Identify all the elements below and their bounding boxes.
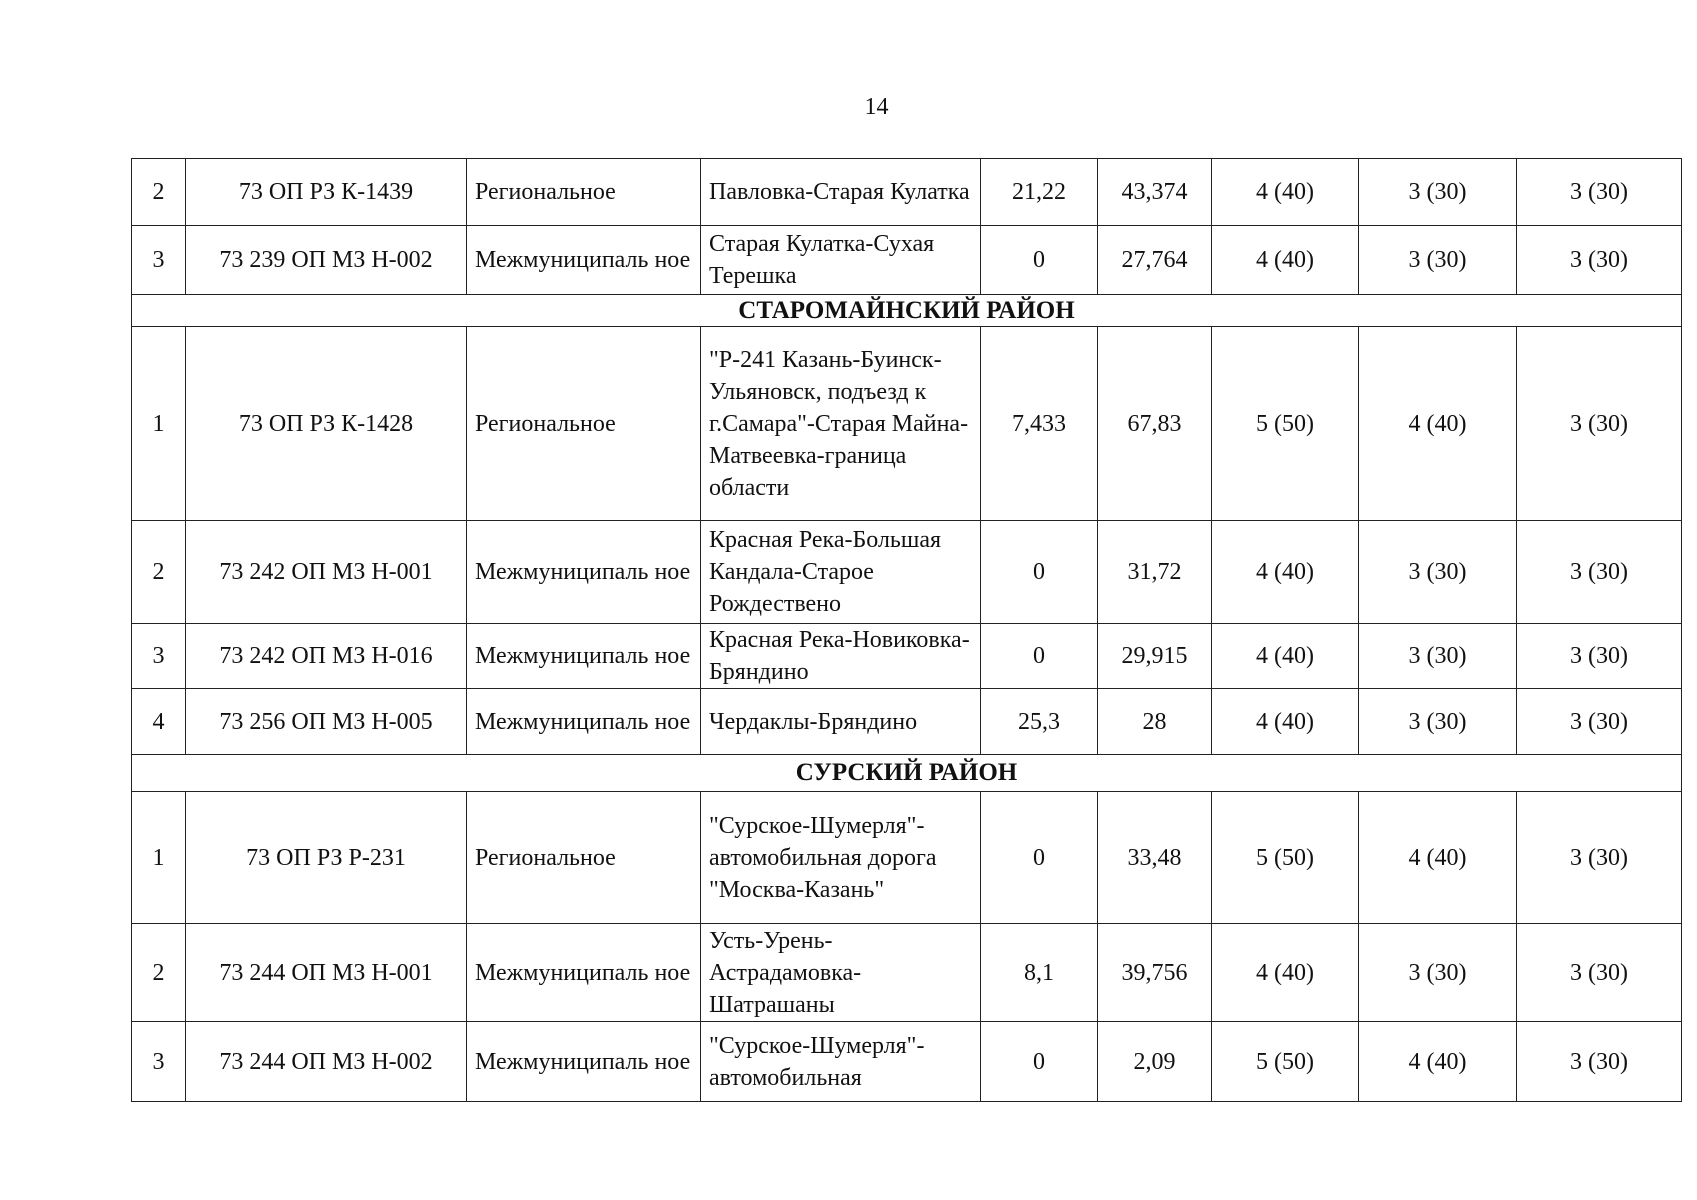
value-2-cell: 29,915 <box>1097 623 1212 689</box>
value-4-cell: 3 (30) <box>1358 923 1517 1022</box>
road-significance-cell: Межмуниципаль ное <box>466 1021 701 1102</box>
value-2-cell: 27,764 <box>1097 225 1212 295</box>
value-5-cell: 3 (30) <box>1516 688 1682 755</box>
row-number-cell: 2 <box>131 923 186 1022</box>
section-header-row: СТАРОМАЙНСКИЙ РАЙОН <box>131 294 1682 327</box>
value-1-cell: 25,3 <box>980 688 1098 755</box>
value-3-cell: 5 (50) <box>1211 791 1359 924</box>
section-title: СТАРОМАЙНСКИЙ РАЙОН <box>131 294 1682 327</box>
road-name-cell: "Р-241 Казань-Буинск-Ульяновск, подъезд … <box>700 326 981 521</box>
road-significance-cell: Межмуниципаль ное <box>466 623 701 689</box>
road-code-cell: 73 242 ОП МЗ Н-001 <box>185 520 467 624</box>
road-significance-cell: Региональное <box>466 326 701 521</box>
value-3-cell: 4 (40) <box>1211 158 1359 226</box>
table-row: 1 73 ОП РЗ К-1428 Региональное "Р-241 Казан… <box>131 326 1682 521</box>
value-4-cell: 3 (30) <box>1358 688 1517 755</box>
row-number-cell: 2 <box>131 158 186 226</box>
value-5-cell: 3 (30) <box>1516 158 1682 226</box>
road-significance-cell: Межмуниципаль ное <box>466 923 701 1022</box>
road-code-cell: 73 242 ОП МЗ Н-016 <box>185 623 467 689</box>
value-4-cell: 3 (30) <box>1358 520 1517 624</box>
road-code-cell: 73 ОП РЗ Р-231 <box>185 791 467 924</box>
road-name-cell: Чердаклы-Бряндино <box>700 688 981 755</box>
value-1-cell: 21,22 <box>980 158 1098 226</box>
value-5-cell: 3 (30) <box>1516 923 1682 1022</box>
table-row: 3 73 244 ОП МЗ Н-002 Межмуниципаль ное "Сур… <box>131 1021 1682 1102</box>
section-title: СУРСКИЙ РАЙОН <box>131 754 1682 792</box>
value-1-cell: 0 <box>980 623 1098 689</box>
table-row: 1 73 ОП РЗ Р-231 Региональное "Сурское-Шуме… <box>131 791 1682 924</box>
value-3-cell: 5 (50) <box>1211 1021 1359 1102</box>
road-significance-cell: Региональное <box>466 158 701 226</box>
value-1-cell: 0 <box>980 520 1098 624</box>
value-2-cell: 33,48 <box>1097 791 1212 924</box>
road-significance-cell: Межмуниципаль ное <box>466 225 701 295</box>
value-5-cell: 3 (30) <box>1516 1021 1682 1102</box>
row-number-cell: 3 <box>131 1021 186 1102</box>
value-1-cell: 7,433 <box>980 326 1098 521</box>
value-2-cell: 31,72 <box>1097 520 1212 624</box>
road-significance-cell: Региональное <box>466 791 701 924</box>
value-1-cell: 0 <box>980 791 1098 924</box>
row-number-cell: 4 <box>131 688 186 755</box>
value-5-cell: 3 (30) <box>1516 225 1682 295</box>
value-2-cell: 67,83 <box>1097 326 1212 521</box>
road-name-cell: "Сурское-Шумерля"-автомобильная <box>700 1021 981 1102</box>
road-name-cell: "Сурское-Шумерля"-автомобильная дорога "… <box>700 791 981 924</box>
table-row: 2 73 242 ОП МЗ Н-001 Межмуниципаль ное Крас… <box>131 520 1682 624</box>
road-code-cell: 73 ОП РЗ К-1439 <box>185 158 467 226</box>
value-3-cell: 4 (40) <box>1211 623 1359 689</box>
value-2-cell: 28 <box>1097 688 1212 755</box>
table-row: 4 73 256 ОП МЗ Н-005 Межмуниципаль ное Черд… <box>131 688 1682 755</box>
road-code-cell: 73 ОП РЗ К-1428 <box>185 326 467 521</box>
road-code-cell: 73 244 ОП МЗ Н-002 <box>185 1021 467 1102</box>
road-name-cell: Усть-Урень-Астрадамовка-Шатрашаны <box>700 923 981 1022</box>
value-1-cell: 8,1 <box>980 923 1098 1022</box>
value-4-cell: 3 (30) <box>1358 623 1517 689</box>
page-number: 14 <box>864 94 889 120</box>
road-code-cell: 73 256 ОП МЗ Н-005 <box>185 688 467 755</box>
road-name-cell: Красная Река-Новиковка-Бряндино <box>700 623 981 689</box>
row-number-cell: 1 <box>131 326 186 521</box>
value-2-cell: 43,374 <box>1097 158 1212 226</box>
value-3-cell: 4 (40) <box>1211 520 1359 624</box>
value-4-cell: 3 (30) <box>1358 225 1517 295</box>
road-code-cell: 73 239 ОП МЗ Н-002 <box>185 225 467 295</box>
table-row: 3 73 242 ОП МЗ Н-016 Межмуниципаль ное Крас… <box>131 623 1682 689</box>
row-number-cell: 1 <box>131 791 186 924</box>
row-number-cell: 2 <box>131 520 186 624</box>
table-row: 2 73 244 ОП МЗ Н-001 Межмуниципаль ное Усть… <box>131 923 1682 1022</box>
value-4-cell: 4 (40) <box>1358 326 1517 521</box>
table-row: 3 73 239 ОП МЗ Н-002 Межмуниципаль ное Стар… <box>131 225 1682 295</box>
value-5-cell: 3 (30) <box>1516 520 1682 624</box>
section-header-row: СУРСКИЙ РАЙОН <box>131 754 1682 792</box>
value-5-cell: 3 (30) <box>1516 623 1682 689</box>
road-name-cell: Красная Река-Большая Кандала-Старое Рожд… <box>700 520 981 624</box>
value-5-cell: 3 (30) <box>1516 791 1682 924</box>
row-number-cell: 3 <box>131 623 186 689</box>
value-1-cell: 0 <box>980 1021 1098 1102</box>
road-significance-cell: Межмуниципаль ное <box>466 688 701 755</box>
value-4-cell: 4 (40) <box>1358 791 1517 924</box>
road-name-cell: Павловка-Старая Кулатка <box>700 158 981 226</box>
row-number-cell: 3 <box>131 225 186 295</box>
value-3-cell: 4 (40) <box>1211 688 1359 755</box>
value-1-cell: 0 <box>980 225 1098 295</box>
table-row: 2 73 ОП РЗ К-1439 Региональное Павловка-Ста… <box>131 158 1682 226</box>
value-2-cell: 39,756 <box>1097 923 1212 1022</box>
value-5-cell: 3 (30) <box>1516 326 1682 521</box>
value-3-cell: 4 (40) <box>1211 923 1359 1022</box>
value-4-cell: 4 (40) <box>1358 1021 1517 1102</box>
road-code-cell: 73 244 ОП МЗ Н-001 <box>185 923 467 1022</box>
roads-table: 2 73 ОП РЗ К-1439 Региональное Павловка-Ста… <box>131 158 1682 1102</box>
road-significance-cell: Межмуниципаль ное <box>466 520 701 624</box>
road-name-cell: Старая Кулатка-Сухая Терешка <box>700 225 981 295</box>
value-3-cell: 5 (50) <box>1211 326 1359 521</box>
value-3-cell: 4 (40) <box>1211 225 1359 295</box>
value-2-cell: 2,09 <box>1097 1021 1212 1102</box>
value-4-cell: 3 (30) <box>1358 158 1517 226</box>
